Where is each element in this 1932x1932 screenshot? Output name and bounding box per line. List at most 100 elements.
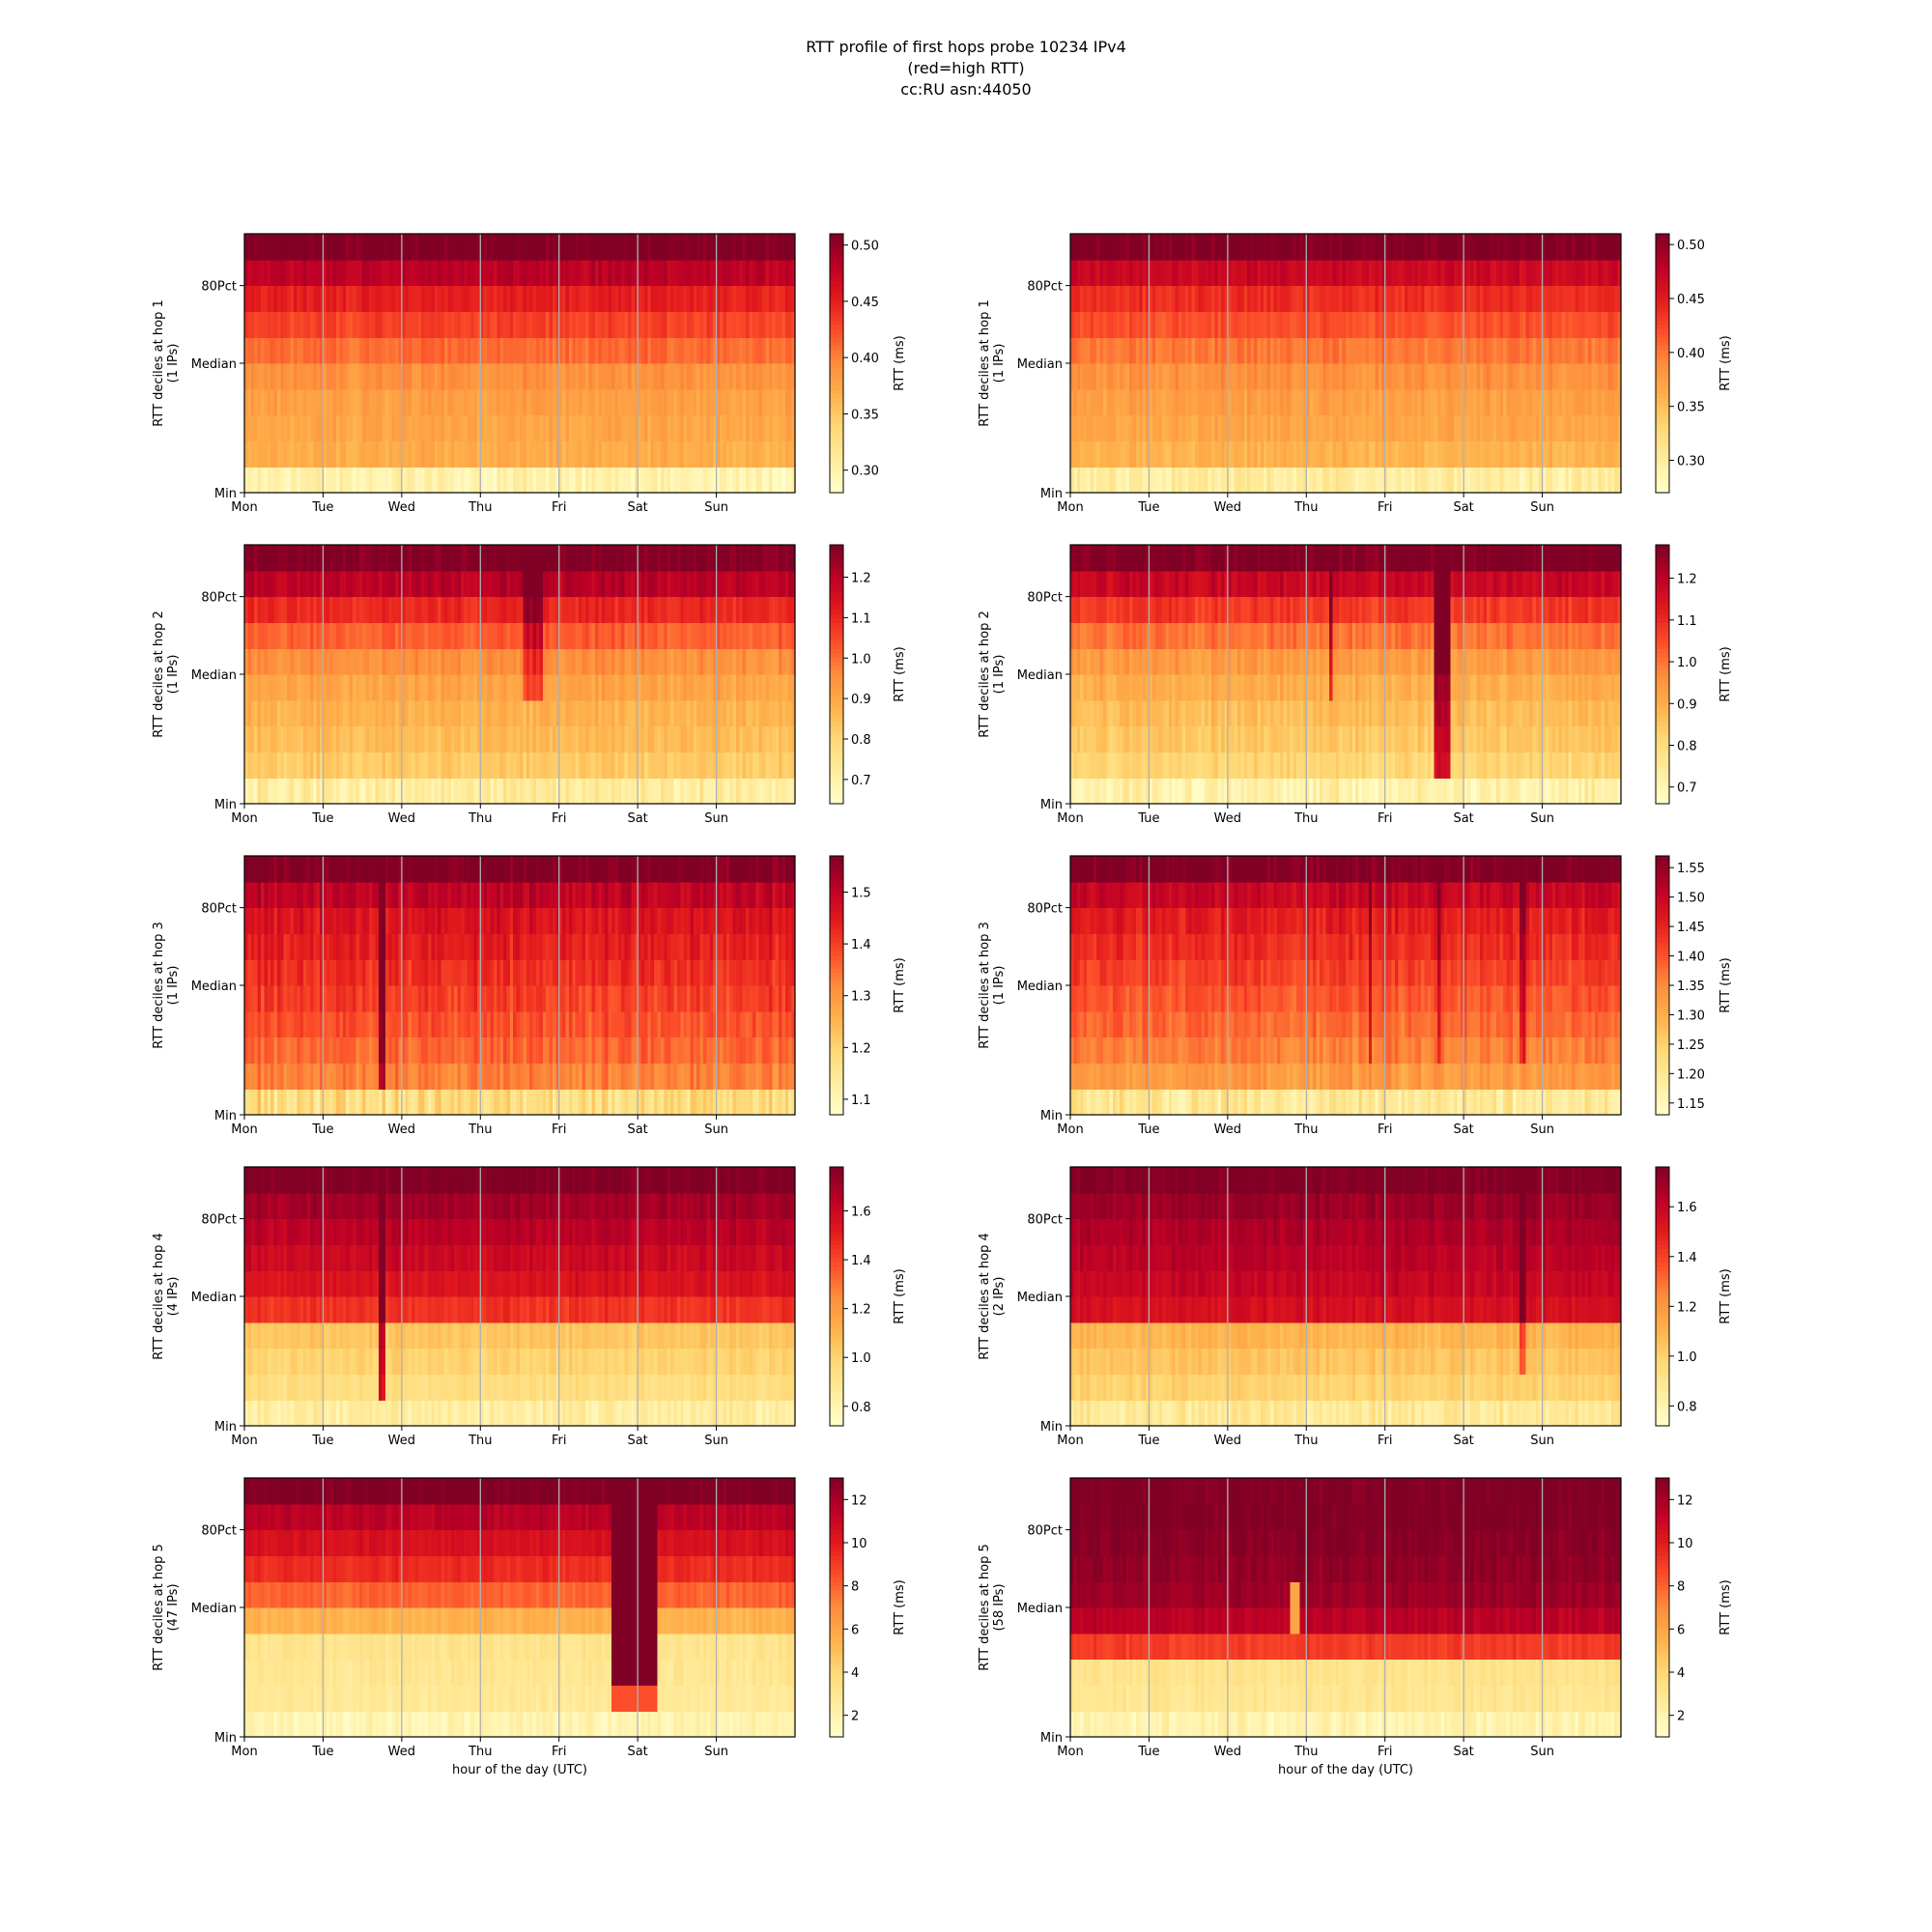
heatmap-cell (503, 388, 508, 416)
heatmap-cell (412, 337, 416, 364)
colorbar-segment (830, 324, 843, 329)
heatmap-cell (1083, 388, 1088, 416)
heatmap-cell (303, 388, 308, 416)
heatmap-cell (614, 622, 619, 649)
heatmap-cell (450, 596, 455, 623)
colorbar-segment (830, 285, 843, 291)
heatmap-cell (670, 363, 675, 390)
heatmap-cell (388, 725, 393, 753)
heatmap-cell (1237, 388, 1242, 416)
colorbar-frame (1655, 233, 1670, 494)
heatmap-cell (1227, 259, 1232, 287)
heatmap-cell (601, 674, 606, 701)
heatmap-cell (1290, 467, 1294, 494)
heatmap-cell (572, 725, 577, 753)
heatmap-cell (309, 311, 314, 338)
heatmap-cell (1594, 259, 1599, 287)
heatmap-cell (716, 259, 721, 287)
heatmap-cell (1457, 363, 1462, 390)
heatmap-cell (654, 570, 659, 598)
heatmap-cell (1276, 440, 1281, 468)
heatmap-cell (601, 234, 606, 261)
heatmap-cell (1296, 337, 1301, 364)
heatmap-cell (349, 596, 354, 623)
heatmap-cell (1237, 414, 1242, 441)
heatmap-cell (605, 778, 610, 805)
heatmap-cell (523, 674, 527, 701)
heatmap-cell (699, 363, 704, 390)
heatmap-cell (1424, 311, 1429, 338)
heatmap-cell (788, 363, 793, 390)
heatmap-cell (1096, 259, 1101, 287)
heatmap-cell (1181, 363, 1186, 390)
heatmap-cell (552, 285, 556, 312)
heatmap-cell (379, 414, 384, 441)
heatmap-cell (487, 363, 492, 390)
heatmap-cell (320, 752, 325, 779)
heatmap-cell (1109, 388, 1114, 416)
heatmap-cell (624, 570, 629, 598)
heatmap-cell (772, 311, 777, 338)
heatmap-cell (746, 337, 751, 364)
heatmap-cell (1299, 285, 1304, 312)
heatmap-cell (473, 570, 478, 598)
heatmap-cell (379, 725, 384, 753)
heatmap-cell (250, 363, 255, 390)
heatmap-cell (1247, 363, 1252, 390)
heatmap-cell (440, 622, 445, 649)
heatmap-cell (523, 699, 527, 727)
heatmap-cell (788, 388, 793, 416)
heatmap-cell (428, 674, 432, 701)
heatmap-cell (299, 596, 304, 623)
heatmap-cell (1113, 414, 1118, 441)
heatmap-cell (667, 596, 671, 623)
heatmap-cell (493, 388, 497, 416)
heatmap-cell (1525, 337, 1530, 364)
heatmap-cell (699, 596, 704, 623)
heatmap-cell (1260, 337, 1264, 364)
heatmap-cell (680, 545, 685, 572)
colorbar-segment (1656, 246, 1669, 252)
heatmap-cell (1522, 467, 1527, 494)
colorbar-tick-label: 0.45 (851, 296, 879, 310)
heatmap-cell (634, 311, 639, 338)
heatmap-cell (1605, 388, 1609, 416)
heatmap-cell (617, 752, 622, 779)
heatmap-cell (1269, 414, 1274, 441)
heatmap-cell (608, 414, 612, 441)
heatmap-cell (1283, 234, 1288, 261)
heatmap-cell (497, 259, 501, 287)
heatmap-cell (1168, 414, 1173, 441)
heatmap-cell (1319, 388, 1323, 416)
heatmap-cell (384, 388, 389, 416)
heatmap-cell (1545, 388, 1549, 416)
heatmap-cell (1132, 285, 1137, 312)
heatmap-cell (264, 285, 269, 312)
heatmap-cell (1250, 414, 1255, 441)
heatmap-cell (1119, 234, 1123, 261)
heatmap-cell (1205, 467, 1209, 494)
heatmap-cell (1090, 414, 1094, 441)
heatmap-cell (257, 648, 262, 675)
heatmap-cell (1614, 363, 1619, 390)
heatmap-cell (1483, 285, 1488, 312)
heatmap-cell (428, 414, 432, 441)
heatmap-cell (558, 699, 563, 727)
heatmap-cell (725, 234, 730, 261)
heatmap-cell (1102, 467, 1107, 494)
heatmap-cell (332, 674, 337, 701)
heatmap-cell (526, 778, 530, 805)
heatmap-cell (388, 234, 393, 261)
heatmap-cell (499, 778, 504, 805)
heatmap-cell (1325, 363, 1330, 390)
heatmap-cell (421, 285, 426, 312)
heatmap-cell (1561, 388, 1566, 416)
heatmap-cell (725, 467, 730, 494)
heatmap-cell (497, 234, 501, 261)
colorbar-segment (830, 311, 843, 317)
heatmap-cell (352, 778, 356, 805)
heatmap-cell (1090, 234, 1094, 261)
heatmap-cell (1329, 414, 1334, 441)
heatmap-cell (667, 234, 671, 261)
heatmap-cell (667, 545, 671, 572)
